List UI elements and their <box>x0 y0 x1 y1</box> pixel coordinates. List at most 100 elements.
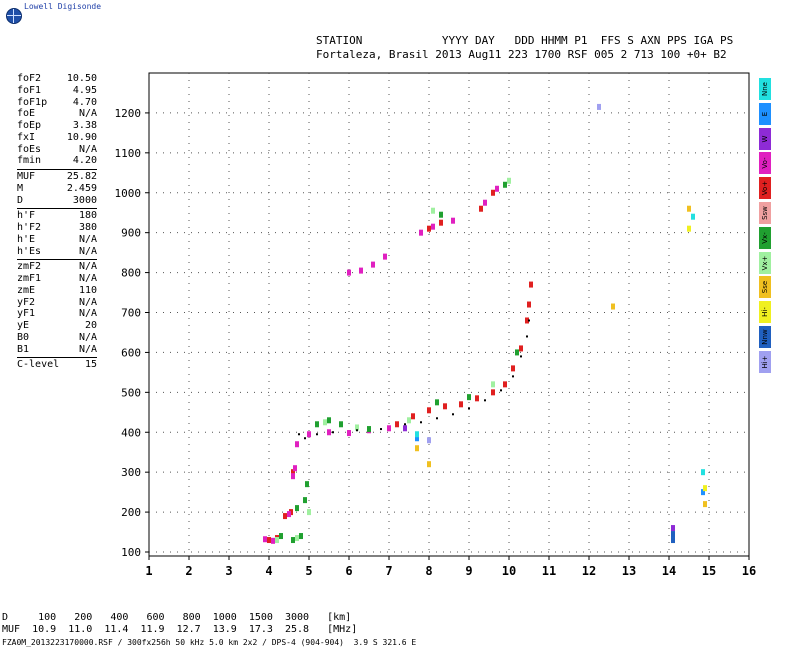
legend-label: Vx+ <box>761 255 769 270</box>
data-point <box>671 531 675 538</box>
param-value: 20 <box>84 320 97 331</box>
trace-point <box>380 428 382 431</box>
x-tick-label: 6 <box>345 564 352 578</box>
header-columns: STATION YYYY DAY DDD HHMM P1 FFS S AXN P… <box>316 34 734 47</box>
legend-item: Vo- <box>759 152 771 175</box>
param-value: 110 <box>78 284 97 296</box>
param-value: N/A <box>78 245 97 257</box>
legend: Nne E W Vo- Vo+ Ssw Vx- Vx+ Sse Hi- Nnw Hi+ <box>759 78 771 376</box>
data-point <box>291 537 295 544</box>
param-label: zmE <box>17 284 36 296</box>
param-value: 180 <box>78 210 97 222</box>
param-label: h'F2 <box>17 222 42 233</box>
param-row: foF1p 4.70 <box>17 97 97 109</box>
data-point <box>525 317 529 324</box>
x-tick-label: 7 <box>385 564 392 578</box>
y-tick-label: 900 <box>121 227 141 240</box>
data-point <box>291 469 295 476</box>
y-tick-label: 700 <box>121 307 141 320</box>
data-point <box>407 417 411 424</box>
data-point <box>339 421 343 428</box>
data-point <box>307 431 311 438</box>
param-value: 25.82 <box>66 171 97 182</box>
data-point <box>687 225 691 232</box>
param-label: foEp <box>17 120 42 131</box>
data-point <box>495 185 499 192</box>
param-value: N/A <box>78 296 97 308</box>
data-point <box>443 403 447 410</box>
param-value: 2.459 <box>66 182 97 194</box>
legend-label: Vo- <box>761 157 769 169</box>
param-row: h'Es N/A <box>17 246 97 258</box>
trace-point <box>436 417 438 420</box>
legend-label: Sse <box>761 281 769 294</box>
param-label: h'F <box>17 210 36 222</box>
param-value: 3.38 <box>72 120 97 131</box>
legend-label: Hi+ <box>761 355 769 369</box>
param-row: foF1 4.95 <box>17 85 97 97</box>
param-divider <box>17 259 97 261</box>
data-point <box>293 465 297 472</box>
y-tick-label: 1000 <box>115 187 142 200</box>
data-point <box>323 419 327 426</box>
trace-point <box>512 375 514 378</box>
param-row: yF1 N/A <box>17 308 97 320</box>
y-tick-label: 600 <box>121 346 141 359</box>
x-tick-label: 1 <box>145 564 152 578</box>
param-row: h'F 180 <box>17 210 97 222</box>
data-point <box>435 399 439 406</box>
trace-point <box>500 389 502 392</box>
data-point <box>315 421 319 428</box>
data-point <box>367 426 371 433</box>
data-point <box>415 435 419 442</box>
param-label: foE <box>17 108 36 120</box>
data-point <box>295 535 299 542</box>
x-tick-label: 11 <box>542 564 556 578</box>
legend-label: Vx- <box>761 232 769 244</box>
trace-point <box>420 421 422 424</box>
data-point <box>427 225 431 232</box>
x-tick-label: 3 <box>225 564 232 578</box>
data-point <box>431 223 435 230</box>
param-value: 3000 <box>72 194 97 206</box>
data-point <box>403 425 407 432</box>
data-point <box>451 217 455 224</box>
legend-item: Vx- <box>759 226 771 249</box>
data-point <box>427 407 431 414</box>
trace-point <box>520 355 522 358</box>
legend-label: Hi- <box>761 307 769 318</box>
x-tick-label: 8 <box>425 564 432 578</box>
param-label: yF1 <box>17 308 36 320</box>
data-point <box>279 533 283 540</box>
trace-point <box>528 319 530 322</box>
legend-item: Vo+ <box>759 177 771 200</box>
param-value: N/A <box>78 343 97 355</box>
data-point <box>507 177 511 184</box>
x-tick-label: 12 <box>582 564 596 578</box>
data-point <box>479 205 483 212</box>
param-label: yF2 <box>17 296 36 308</box>
y-tick-label: 300 <box>121 466 141 479</box>
brand-name: Lowell Digisonde <box>24 2 102 11</box>
legend-label: Nnw <box>761 329 769 345</box>
data-point <box>527 301 531 308</box>
x-tick-label: 13 <box>622 564 636 578</box>
data-point <box>431 207 435 214</box>
data-point <box>515 349 519 356</box>
param-row: foEp 3.38 <box>17 120 97 132</box>
param-label: zmF2 <box>17 261 42 273</box>
data-point <box>295 505 299 512</box>
param-label: foEs <box>17 143 42 155</box>
header-values: Fortaleza, Brasil 2013 Aug11 223 1700 RS… <box>316 48 727 61</box>
data-point <box>303 497 307 504</box>
data-point <box>327 417 331 424</box>
param-value: 4.95 <box>72 84 97 96</box>
data-point <box>275 537 279 544</box>
data-point <box>491 189 495 196</box>
param-row: yE 20 <box>17 320 97 332</box>
globe-icon <box>6 8 22 24</box>
legend-item: Hi- <box>759 301 771 324</box>
param-value: 10.90 <box>66 131 97 143</box>
data-point <box>415 445 419 452</box>
data-point <box>263 536 267 543</box>
